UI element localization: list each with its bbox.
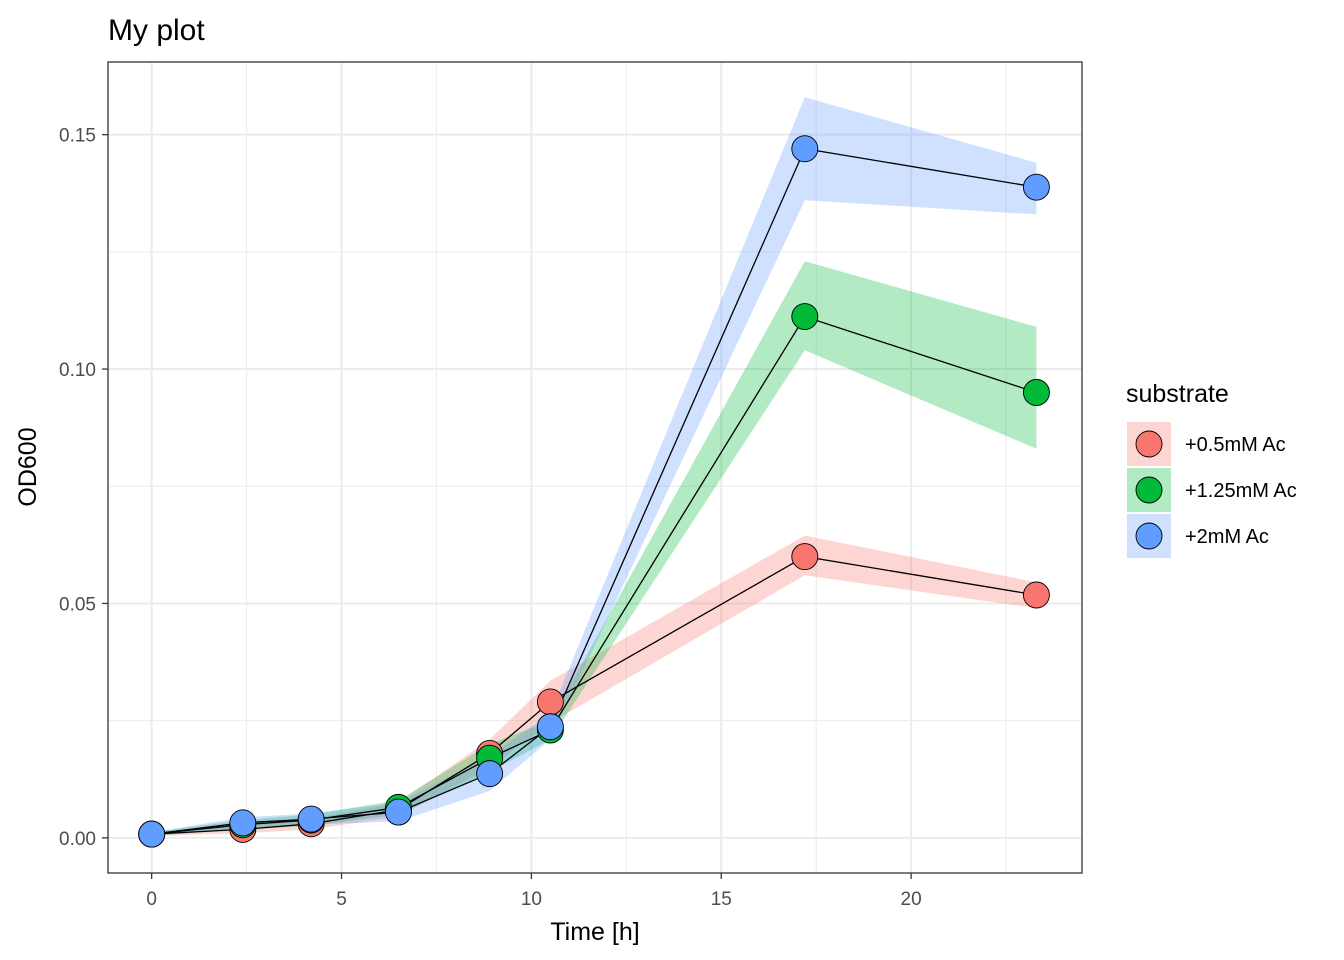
legend-label: +0.5mM Ac (1185, 434, 1286, 456)
data-point (791, 303, 819, 331)
data-point (536, 688, 564, 716)
data-point (138, 820, 166, 848)
data-point (476, 760, 504, 788)
panel-border (107, 61, 1083, 874)
ribbon-1-25mm-ac (151, 261, 1037, 836)
x-tick-label: 5 (336, 889, 347, 910)
y-tick-label: 0.00 (59, 829, 96, 850)
x-tick-label: 20 (901, 889, 922, 910)
y-tick-label: 0.10 (59, 360, 96, 381)
y-tick-label: 0.05 (59, 594, 96, 615)
ribbons (151, 97, 1037, 836)
legend-label: +1.25mM Ac (1185, 480, 1297, 502)
data-point (791, 135, 819, 163)
x-tick-label: 10 (521, 889, 542, 910)
y-axis-title: OD600 (14, 427, 42, 506)
data-point (536, 713, 564, 741)
x-axis-title: Time [h] (550, 918, 639, 946)
plot-area: 0 5 10 15 20 0.00 0.05 0.10 0.15 (59, 61, 1083, 910)
x-tick-label: 0 (146, 889, 157, 910)
data-point (1022, 173, 1050, 201)
data-point (1022, 581, 1050, 609)
legend-title: substrate (1126, 380, 1229, 408)
data-point (385, 798, 412, 826)
legend-item: +0.5mM Ac (1127, 422, 1286, 466)
legend-item: +2mM Ac (1127, 514, 1269, 558)
data-point (1022, 379, 1050, 406)
legend-item: +1.25mM Ac (1127, 468, 1297, 512)
data-points (138, 135, 1050, 848)
axes: 0 5 10 15 20 0.00 0.05 0.10 0.15 (59, 126, 922, 910)
legend-marker (1135, 430, 1163, 458)
legend-marker (1135, 476, 1163, 504)
data-point (791, 543, 819, 571)
x-tick-label: 15 (711, 889, 732, 910)
data-point (229, 809, 257, 837)
legend-label: +2mM Ac (1185, 526, 1269, 548)
gridlines (108, 62, 1082, 873)
ribbon-0-5mm-ac (151, 535, 1037, 836)
y-tick-label: 0.15 (59, 126, 96, 147)
legend: substrate +0.5mM Ac +1.25mM Ac +2mM Ac (1126, 380, 1297, 558)
data-point (297, 805, 325, 833)
ribbon-2mm-ac (151, 97, 1037, 836)
legend-marker (1135, 522, 1163, 550)
panel-background (108, 62, 1082, 873)
chart-title: My plot (108, 14, 205, 47)
